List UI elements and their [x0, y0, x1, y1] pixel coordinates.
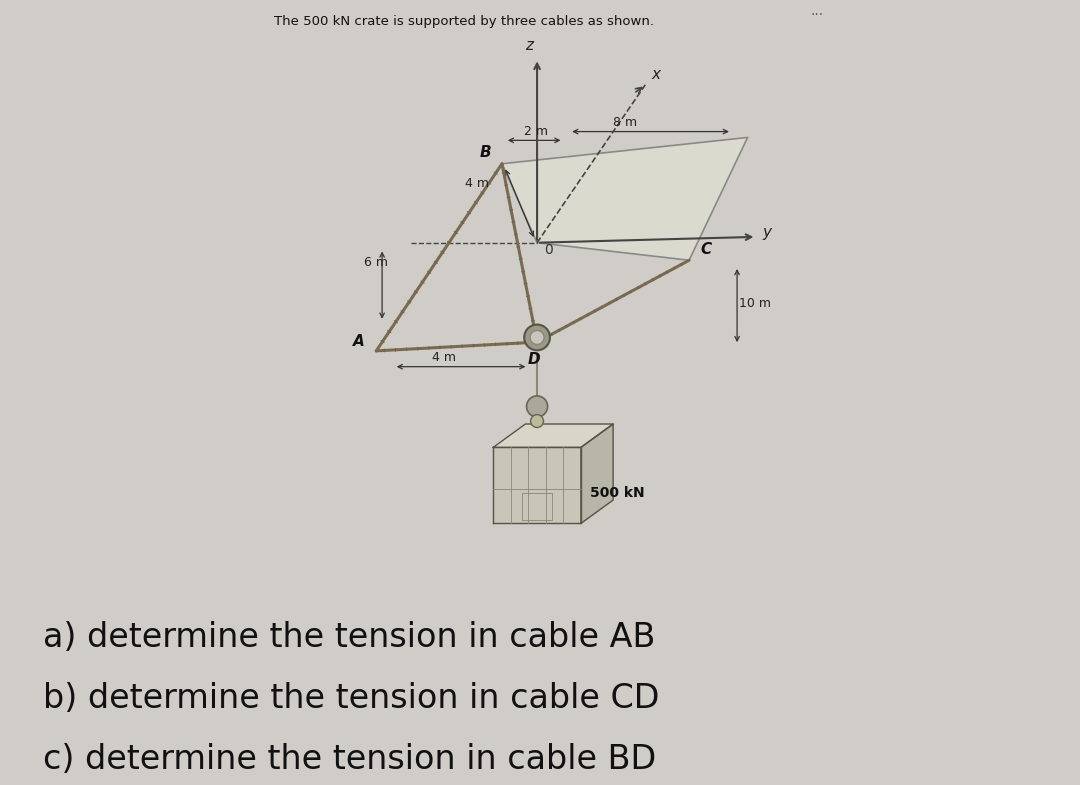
Text: B: B [480, 144, 491, 159]
Text: 500 kN: 500 kN [590, 486, 645, 500]
Text: b) determine the tension in cable CD: b) determine the tension in cable CD [43, 682, 660, 715]
Text: The 500 kN crate is supported by three cables as shown.: The 500 kN crate is supported by three c… [274, 15, 653, 27]
Text: ...: ... [810, 4, 823, 17]
Text: D: D [528, 352, 540, 367]
Polygon shape [494, 424, 613, 447]
Text: y: y [762, 225, 771, 240]
Text: 4 m: 4 m [432, 351, 456, 363]
Text: 6 m: 6 m [364, 256, 388, 269]
Polygon shape [581, 424, 613, 524]
Text: 10 m: 10 m [739, 297, 771, 310]
Circle shape [524, 324, 550, 350]
Text: A: A [353, 334, 365, 349]
Circle shape [530, 330, 544, 345]
Circle shape [530, 414, 543, 428]
Text: x: x [651, 67, 660, 82]
Text: C: C [701, 243, 712, 257]
Polygon shape [502, 137, 747, 261]
Polygon shape [494, 447, 581, 524]
Text: 0: 0 [544, 243, 553, 257]
Text: c) determine the tension in cable BD: c) determine the tension in cable BD [43, 743, 657, 776]
Text: z: z [525, 38, 534, 53]
Text: 4 m: 4 m [465, 177, 489, 190]
Text: a) determine the tension in cable AB: a) determine the tension in cable AB [43, 621, 656, 654]
Bar [522, 493, 553, 520]
Text: 2 m: 2 m [524, 125, 548, 137]
Circle shape [527, 396, 548, 417]
Text: 8 m: 8 m [612, 115, 637, 129]
